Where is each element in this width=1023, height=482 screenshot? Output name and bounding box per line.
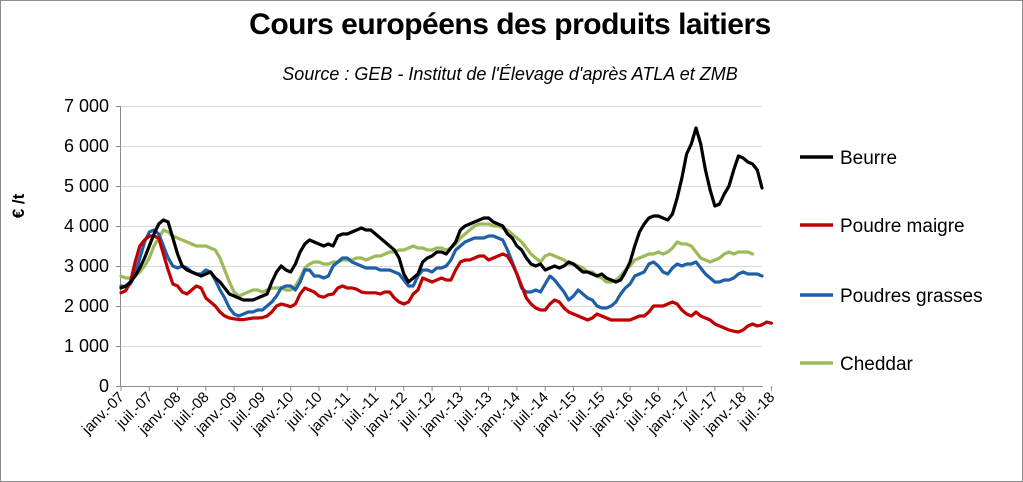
y-tick-label: 2 000 — [64, 296, 109, 316]
legend-label-poudre-maigre: Poudre maigre — [840, 216, 965, 237]
y-tick-label: 6 000 — [64, 136, 109, 156]
series-lines — [119, 126, 774, 334]
y-tick-label: 3 000 — [64, 256, 109, 276]
y-tick-label: 5 000 — [64, 176, 109, 196]
legend-label-poudres-grasses: Poudres grasses — [840, 286, 983, 307]
axes — [120, 106, 763, 387]
legend: Beurre Poudre maigre Poudres grasses Chedda… — [800, 148, 983, 375]
y-tick-label: 7 000 — [64, 96, 109, 116]
y-tick-label: 4 000 — [64, 216, 109, 236]
legend-label-beurre: Beurre — [840, 148, 897, 169]
series-line-poudre-maigre — [119, 234, 774, 334]
series-line-poudres-grasses — [119, 228, 764, 318]
y-tick-label: 1 000 — [64, 336, 109, 356]
y-axis-label: € /t — [9, 193, 28, 218]
series-line-beurre — [119, 126, 764, 302]
chart-title: Cours européens des produits laitiers — [249, 8, 771, 41]
legend-label-cheddar: Cheddar — [840, 354, 914, 375]
series-line-cheddar — [119, 222, 755, 298]
x-tick-labels: janv.-07juil.-07janv.-08juil.-08janv.-09… — [78, 386, 778, 438]
y-tick-labels: 0 1 000 2 000 3 000 4 000 5 000 6 000 7 000 — [64, 96, 121, 396]
y-tick-label: 0 — [99, 376, 109, 396]
chart-subtitle: Source : GEB - Institut de l'Élevage d'a… — [282, 64, 738, 84]
